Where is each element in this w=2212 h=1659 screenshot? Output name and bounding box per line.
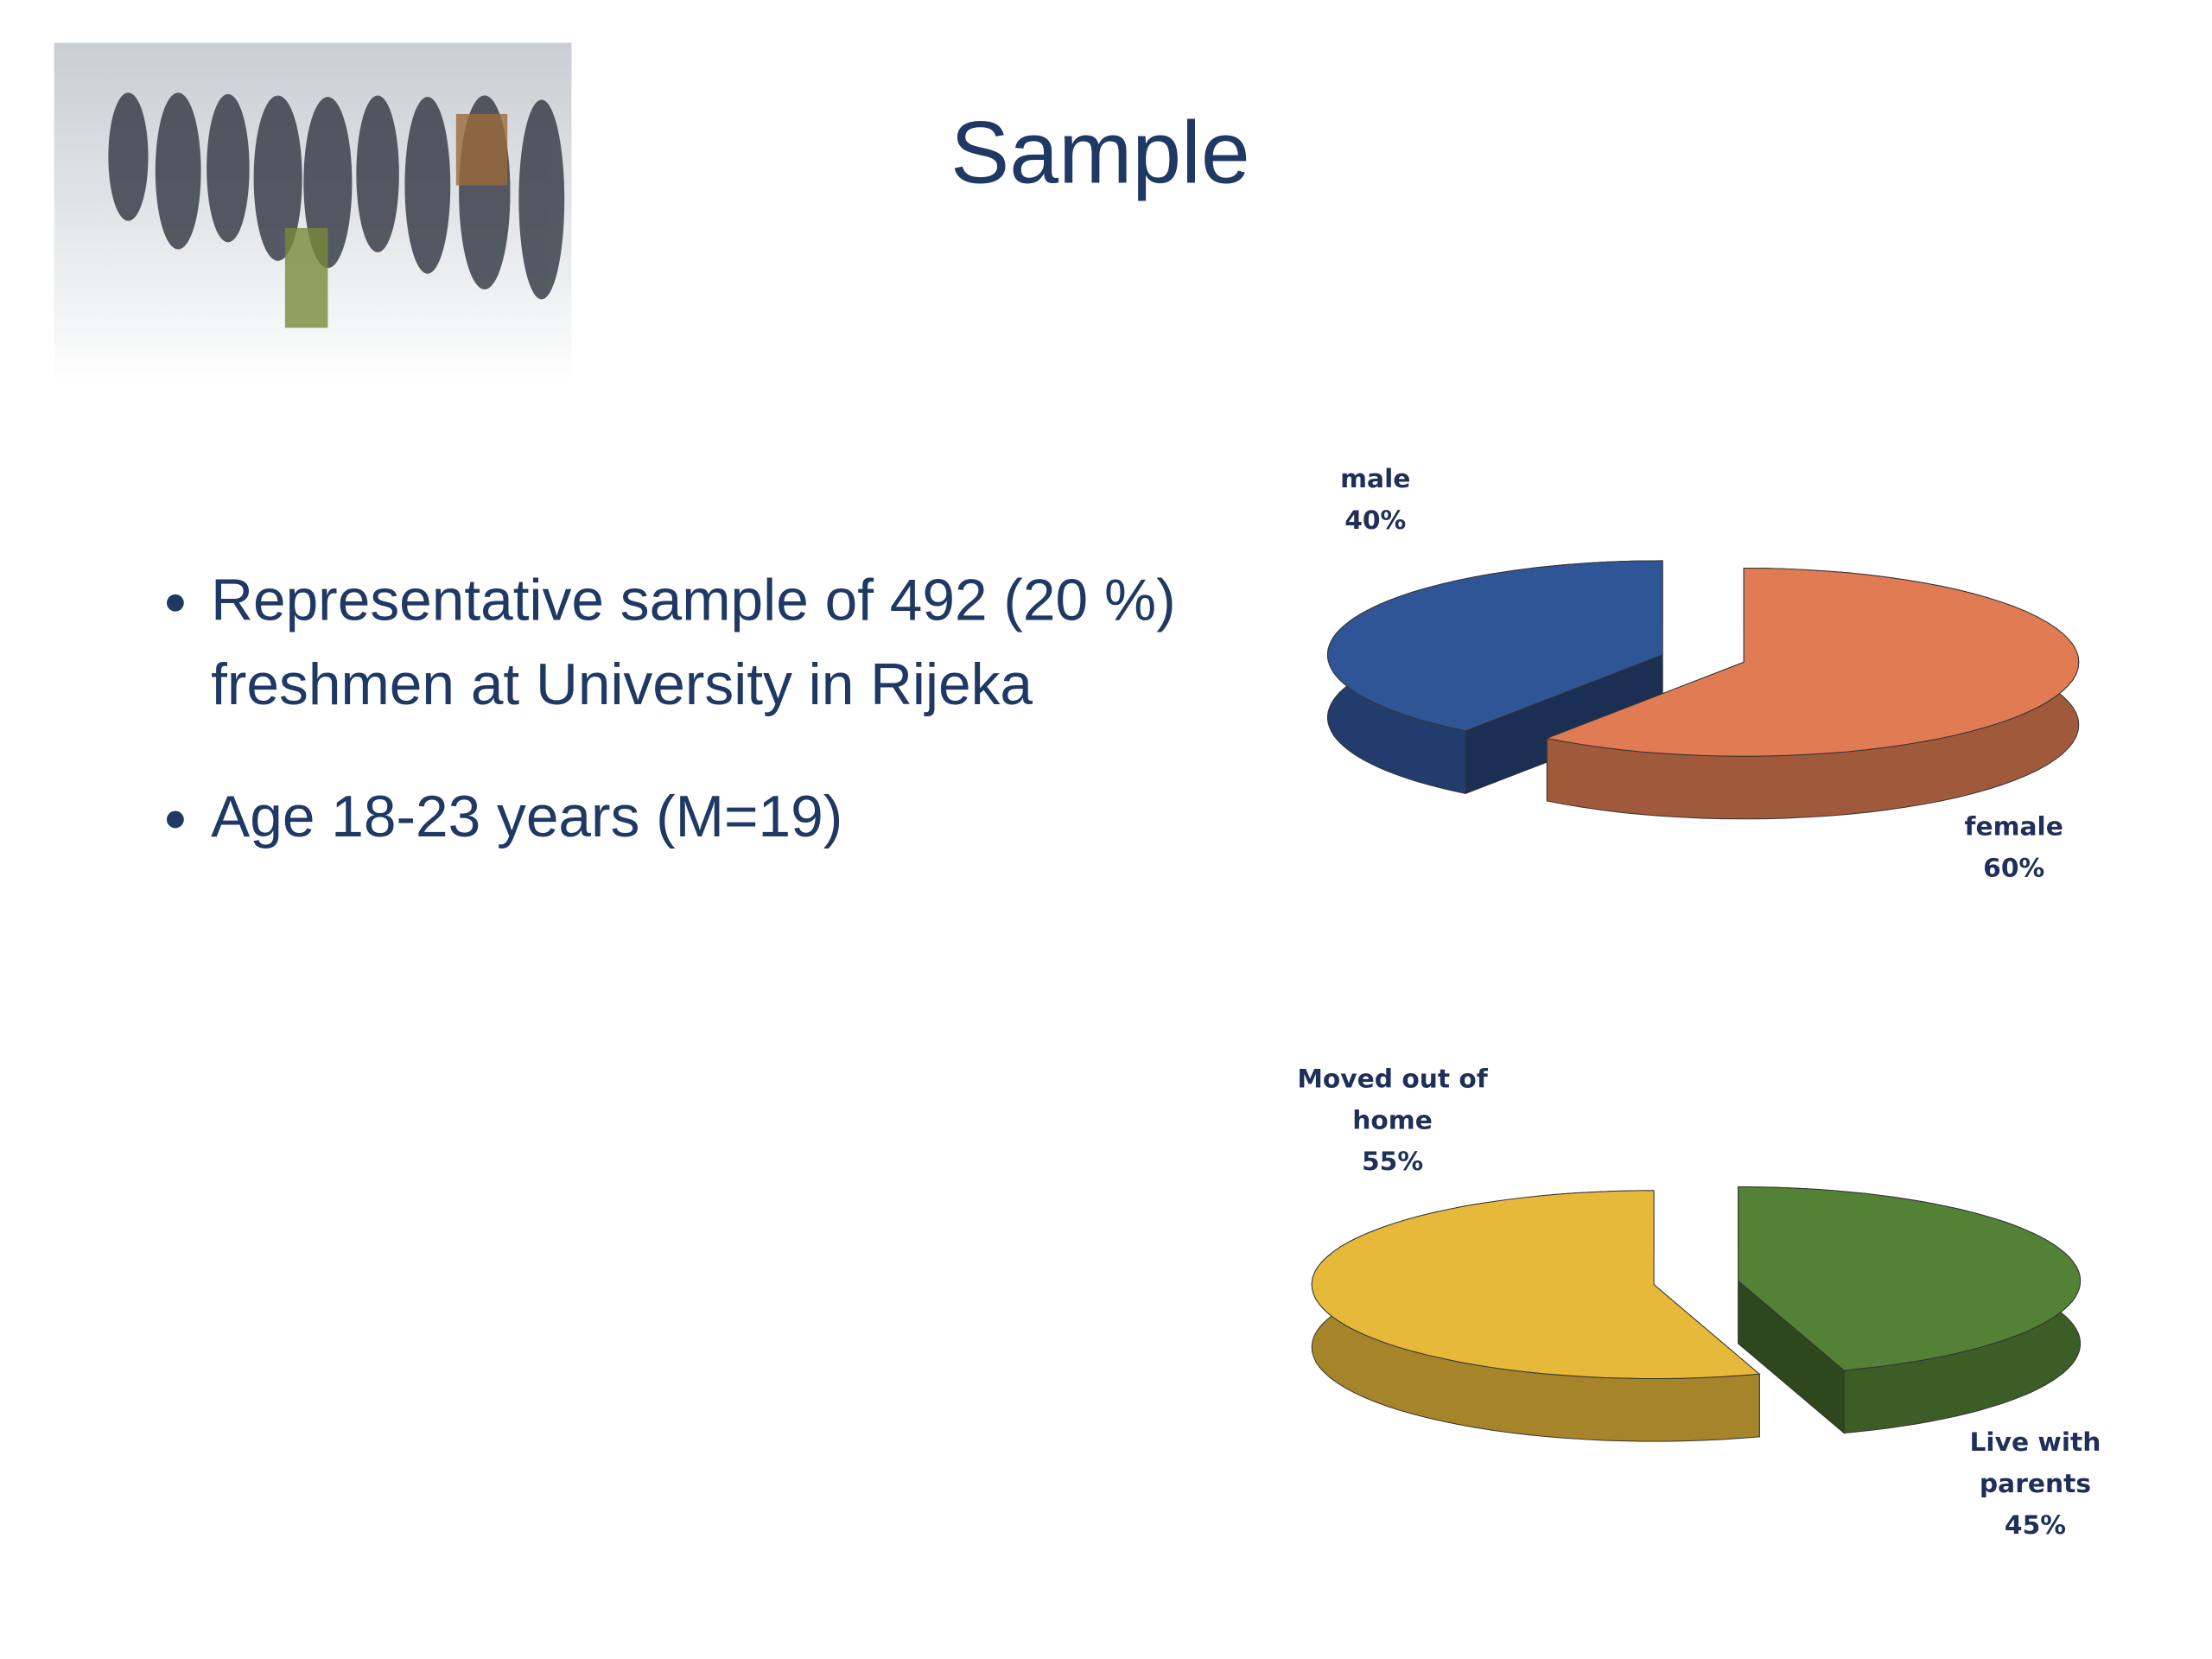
pie-slice: [1311, 1190, 1761, 1442]
pie-slice: [1545, 567, 2080, 820]
slice-label: male 40%: [1275, 459, 1475, 542]
slice-label: Moved out of home 55%: [1293, 1059, 1492, 1184]
charts: male 40% female 60% Moved out of home 55% Live…: [1275, 459, 2135, 1547]
value-label: 40%: [1344, 505, 1407, 537]
category-label: Live with parents: [1969, 1427, 2101, 1500]
slice-label-text: Moved out of home 55%: [1293, 1059, 1492, 1184]
category-label: female: [1964, 812, 2063, 842]
slice-top: [1311, 1190, 1761, 1380]
slice-label: Live with parents 45%: [1936, 1422, 2135, 1547]
pie-slice: [1327, 560, 1663, 795]
slide-title: Sample: [950, 103, 1250, 202]
slice-label-text: male 40%: [1275, 459, 1475, 542]
slice-top: [1327, 560, 1663, 732]
slice-top: [1545, 567, 2080, 757]
bullet: Representative sample of 492 (20 %) fres…: [211, 559, 1180, 728]
value-label: 60%: [1983, 854, 2045, 884]
value-label: 45%: [2004, 1510, 2067, 1541]
bullet: Age 18-23 years (M=19): [211, 775, 1180, 859]
bullet-list: Representative sample of 492 (20 %) fres…: [154, 559, 1180, 1015]
slice-label-text: Live with parents 45%: [1936, 1422, 2135, 1547]
photo: [54, 42, 572, 385]
category-label: male: [1340, 464, 1411, 495]
slice-label: female 60%: [1914, 807, 2113, 890]
slice-label-text: female 60%: [1914, 807, 2113, 890]
pie-slice: [1738, 1186, 2082, 1434]
slice-top: [1738, 1186, 2082, 1371]
value-label: 55%: [1362, 1147, 1424, 1178]
category-label: Moved out of home: [1297, 1065, 1488, 1136]
bullet-text: Representative sample of 492 (20 %) fres…: [154, 559, 1180, 860]
bullets: Representative sample of 492 (20 %) fres…: [154, 559, 1180, 860]
